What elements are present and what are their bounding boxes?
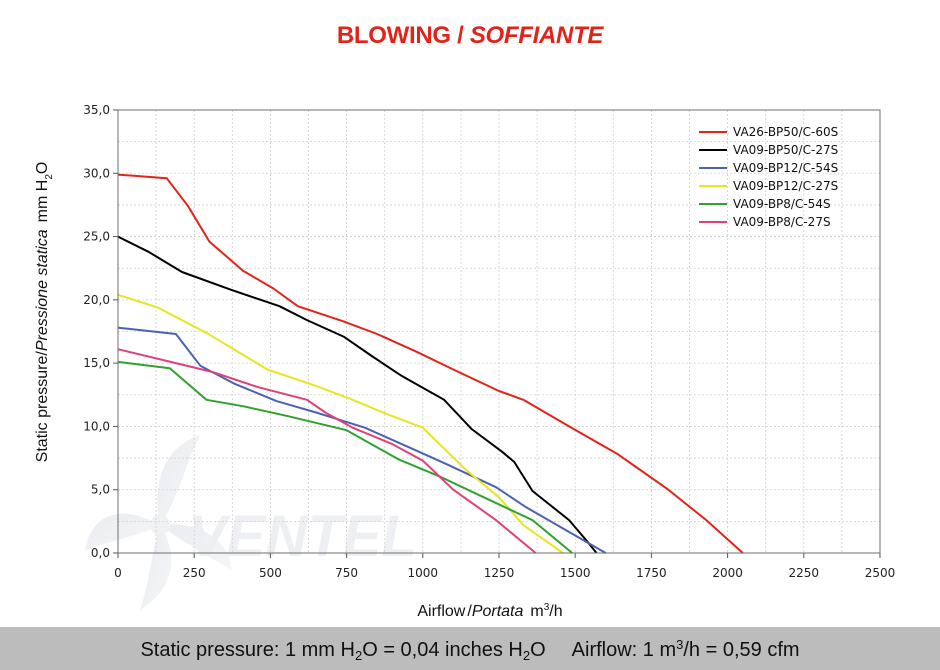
y-tick-label: 5,0 [91,483,110,497]
legend: VA26-BP50/C-60S VA09-BP50/C-27S VA09-BP12/… [699,125,838,229]
y-tick-label: 0,0 [91,546,110,560]
legend-label: VA09-BP8/C-27S [733,215,831,229]
x-tick-label: 1500 [560,566,591,580]
ventel-watermark: VENTEL [85,435,417,610]
unit-conversion-note: Static pressure: 1 mm H2O = 0,04 inches … [140,637,800,663]
x-tick-label: 1750 [636,566,667,580]
x-axis-title: Airflow/Portata m3/h [417,602,562,620]
legend-label: VA09-BP50/C-27S [733,143,838,157]
fan-logo-icon [85,435,232,610]
footer-bar [0,627,940,670]
series-line [117,360,573,554]
x-tick-label: 2250 [789,566,820,580]
x-tick-label: 2500 [865,566,896,580]
series-line [117,326,607,554]
fan-curve-chart: VENTEL 0,0 5,0 10,0 15,0 20,0 25,0 30,0 35,0 0 2… [34,103,895,620]
series-line [117,173,744,554]
y-tick-label: 15,0 [83,356,110,370]
x-tick-label: 750 [335,566,358,580]
y-tick-label: 35,0 [83,103,110,117]
legend-label: VA09-BP12/C-27S [733,179,838,193]
y-axis-title: Static pressure/Pressione staticamm H2O [34,162,55,463]
watermark-text: VENTEL [188,504,417,569]
x-tick-label: 2000 [712,566,743,580]
y-tick-label: 30,0 [83,166,110,180]
chart-title-main: BLOWING / [336,22,464,49]
series-line [117,348,537,554]
x-tick-label: 1250 [484,566,515,580]
x-tick-label: 250 [183,566,206,580]
series-line [117,293,564,554]
x-axis-ticks: 0 250 500 750 1000 1250 1500 1750 2000 2250 2500 [114,553,895,580]
x-tick-label: 500 [259,566,282,580]
series-line [117,235,598,554]
x-tick-label: 1000 [408,566,439,580]
chart-title: BLOWING / SOFFIANTE [0,22,940,50]
chart-title-italic: SOFFIANTE [469,22,604,49]
legend-label: VA26-BP50/C-60S [733,125,838,139]
y-tick-label: 10,0 [83,419,110,433]
y-axis-ticks: 0,0 5,0 10,0 15,0 20,0 25,0 30,0 35,0 [83,103,118,560]
legend-label: VA09-BP8/C-54S [733,197,831,211]
plot-border [117,109,881,554]
legend-label: VA09-BP12/C-54S [733,161,838,175]
y-tick-label: 25,0 [83,230,110,244]
y-tick-label: 20,0 [83,293,110,307]
x-tick-label: 0 [114,566,122,580]
series-lines [117,173,744,554]
grid [118,110,880,553]
